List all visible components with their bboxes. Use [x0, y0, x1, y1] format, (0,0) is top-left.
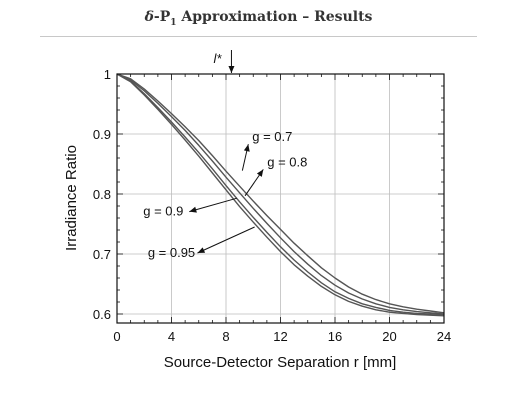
y-tick-label: 0.6: [93, 307, 111, 322]
series-line: [116, 73, 445, 316]
gridlines: [117, 74, 444, 323]
y-tick-label: 0.8: [93, 187, 111, 202]
x-tick-label: 12: [273, 329, 287, 344]
annotation-label: g = 0.8: [267, 154, 307, 169]
series-line: [116, 73, 445, 317]
title-rest: Approximation – Results: [176, 9, 373, 25]
plot-frame: [116, 73, 445, 324]
lstar-arrowhead: [228, 66, 235, 73]
annotation-arrowhead: [243, 144, 250, 152]
series-line: [116, 73, 445, 315]
annotations: g = 0.7 g = 0.8 g = 0.9 g = 0.95: [143, 129, 307, 260]
x-tick-label: 16: [328, 329, 342, 344]
annotation-arrowhead: [197, 247, 206, 253]
annotation-label: g = 0.95: [148, 245, 195, 260]
lstar-marker: l*: [213, 50, 235, 73]
title-p: -P: [153, 9, 171, 25]
annotation-label: g = 0.7: [252, 129, 292, 144]
series-lines: [116, 73, 445, 317]
y-tick-label: 0.7: [93, 247, 111, 262]
annotation-leader: [189, 197, 238, 213]
annotation-leader: [197, 226, 255, 254]
annotation-arrowhead: [256, 169, 264, 177]
title-delta-symbol: δ: [144, 9, 154, 25]
y-tick-label: 0.9: [93, 127, 111, 142]
y-tick-label: 1: [104, 67, 111, 82]
x-tick-label: 8: [222, 329, 229, 344]
x-tick-label: 24: [437, 329, 451, 344]
title-rule: [40, 36, 477, 37]
y-tick-labels: 0.6 0.7 0.8 0.9 1: [93, 67, 111, 322]
title-subscript: 1: [170, 17, 177, 28]
x-tick-label: 0: [113, 329, 120, 344]
series-line: [116, 73, 445, 314]
y-axis-label: Irradiance Ratio: [63, 145, 80, 251]
x-tick-label: 20: [382, 329, 396, 344]
x-tick-label: 4: [168, 329, 175, 344]
annotation-arrowhead: [189, 206, 197, 213]
lstar-label: l*: [213, 51, 222, 66]
x-axis-label: Source-Detector Separation r [mm]: [164, 354, 397, 371]
slide-title: δ-P1 Approximation – Results: [0, 9, 517, 28]
x-tick-labels: 0 4 8 12 16 20 24: [113, 329, 451, 344]
annotation-label: g = 0.9: [143, 204, 183, 219]
